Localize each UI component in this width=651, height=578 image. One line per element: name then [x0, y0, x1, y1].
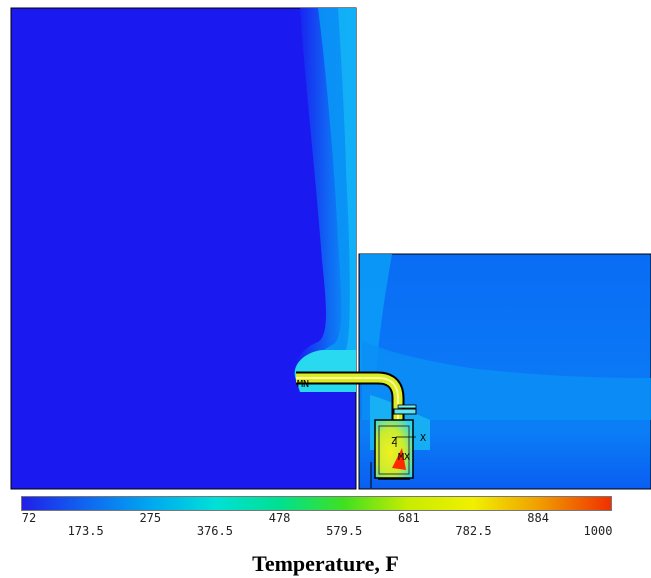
tick-label-579-5: 579.5 — [326, 524, 363, 538]
pipe — [296, 371, 405, 430]
temperature-colorbar — [21, 496, 612, 511]
legend-title: Temperature, F — [252, 551, 399, 576]
tick-label-478: 478 — [268, 511, 291, 525]
tick-label-681: 681 — [398, 511, 420, 525]
tick-label-782-5: 782.5 — [455, 524, 492, 538]
tick-label-275: 275 — [139, 511, 162, 525]
tick-label-72: 72 — [21, 511, 37, 525]
tick-label-884: 884 — [527, 511, 549, 525]
coordinate-triad: Z X MN MX — [297, 379, 426, 463]
heater-box — [370, 404, 417, 488]
z-axis-label: Z — [391, 436, 397, 447]
tick-label-1000: 1000 — [583, 524, 613, 538]
min-marker: MN — [297, 379, 309, 390]
tick-label-376-5: 376.5 — [196, 524, 233, 538]
max-marker: MX — [398, 452, 410, 463]
left-domain — [10, 7, 357, 490]
tick-label-173-5: 173.5 — [67, 524, 104, 538]
x-axis-label: X — [420, 433, 426, 444]
